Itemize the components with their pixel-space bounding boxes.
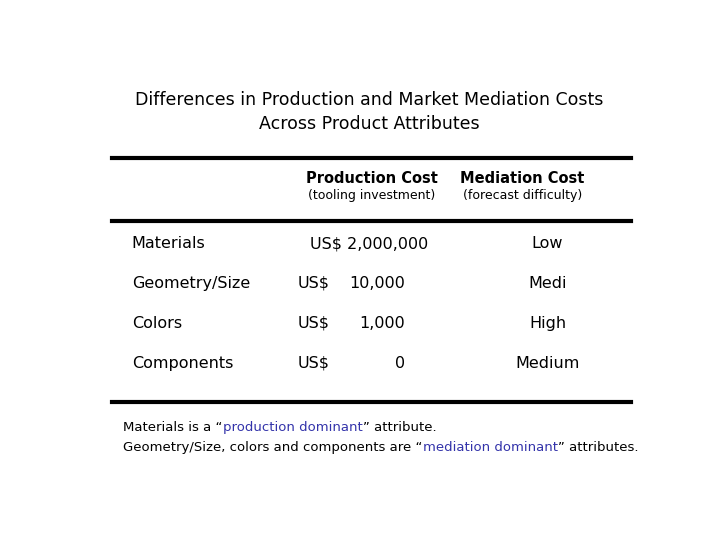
Text: Components: Components (132, 356, 233, 371)
Text: Geometry/Size: Geometry/Size (132, 275, 250, 291)
Text: 0: 0 (395, 356, 405, 371)
Text: Across Product Attributes: Across Product Attributes (258, 115, 480, 133)
Text: mediation dominant: mediation dominant (423, 441, 558, 454)
Text: ” attribute.: ” attribute. (363, 421, 436, 434)
Text: US$ 2,000,000: US$ 2,000,000 (310, 236, 428, 251)
Text: (tooling investment): (tooling investment) (308, 189, 436, 202)
Text: Geometry/Size, colors and components are “: Geometry/Size, colors and components are… (124, 441, 423, 454)
Text: (forecast difficulty): (forecast difficulty) (463, 189, 582, 202)
Text: Colors: Colors (132, 316, 182, 331)
Text: Production Cost: Production Cost (306, 171, 438, 186)
Text: US$: US$ (298, 275, 330, 291)
Text: Medi: Medi (528, 275, 567, 291)
Text: High: High (529, 316, 566, 331)
Text: Differences in Production and Market Mediation Costs: Differences in Production and Market Med… (135, 91, 603, 109)
Text: Medium: Medium (516, 356, 580, 371)
Text: Mediation Cost: Mediation Cost (460, 171, 585, 186)
Text: ” attributes.: ” attributes. (558, 441, 639, 454)
Text: 10,000: 10,000 (349, 275, 405, 291)
Text: Materials: Materials (132, 236, 206, 251)
Text: Low: Low (532, 236, 563, 251)
Text: 1,000: 1,000 (359, 316, 405, 331)
Text: US$: US$ (298, 316, 330, 331)
Text: US$: US$ (298, 356, 330, 371)
Text: production dominant: production dominant (223, 421, 363, 434)
Text: Materials is a “: Materials is a “ (124, 421, 223, 434)
